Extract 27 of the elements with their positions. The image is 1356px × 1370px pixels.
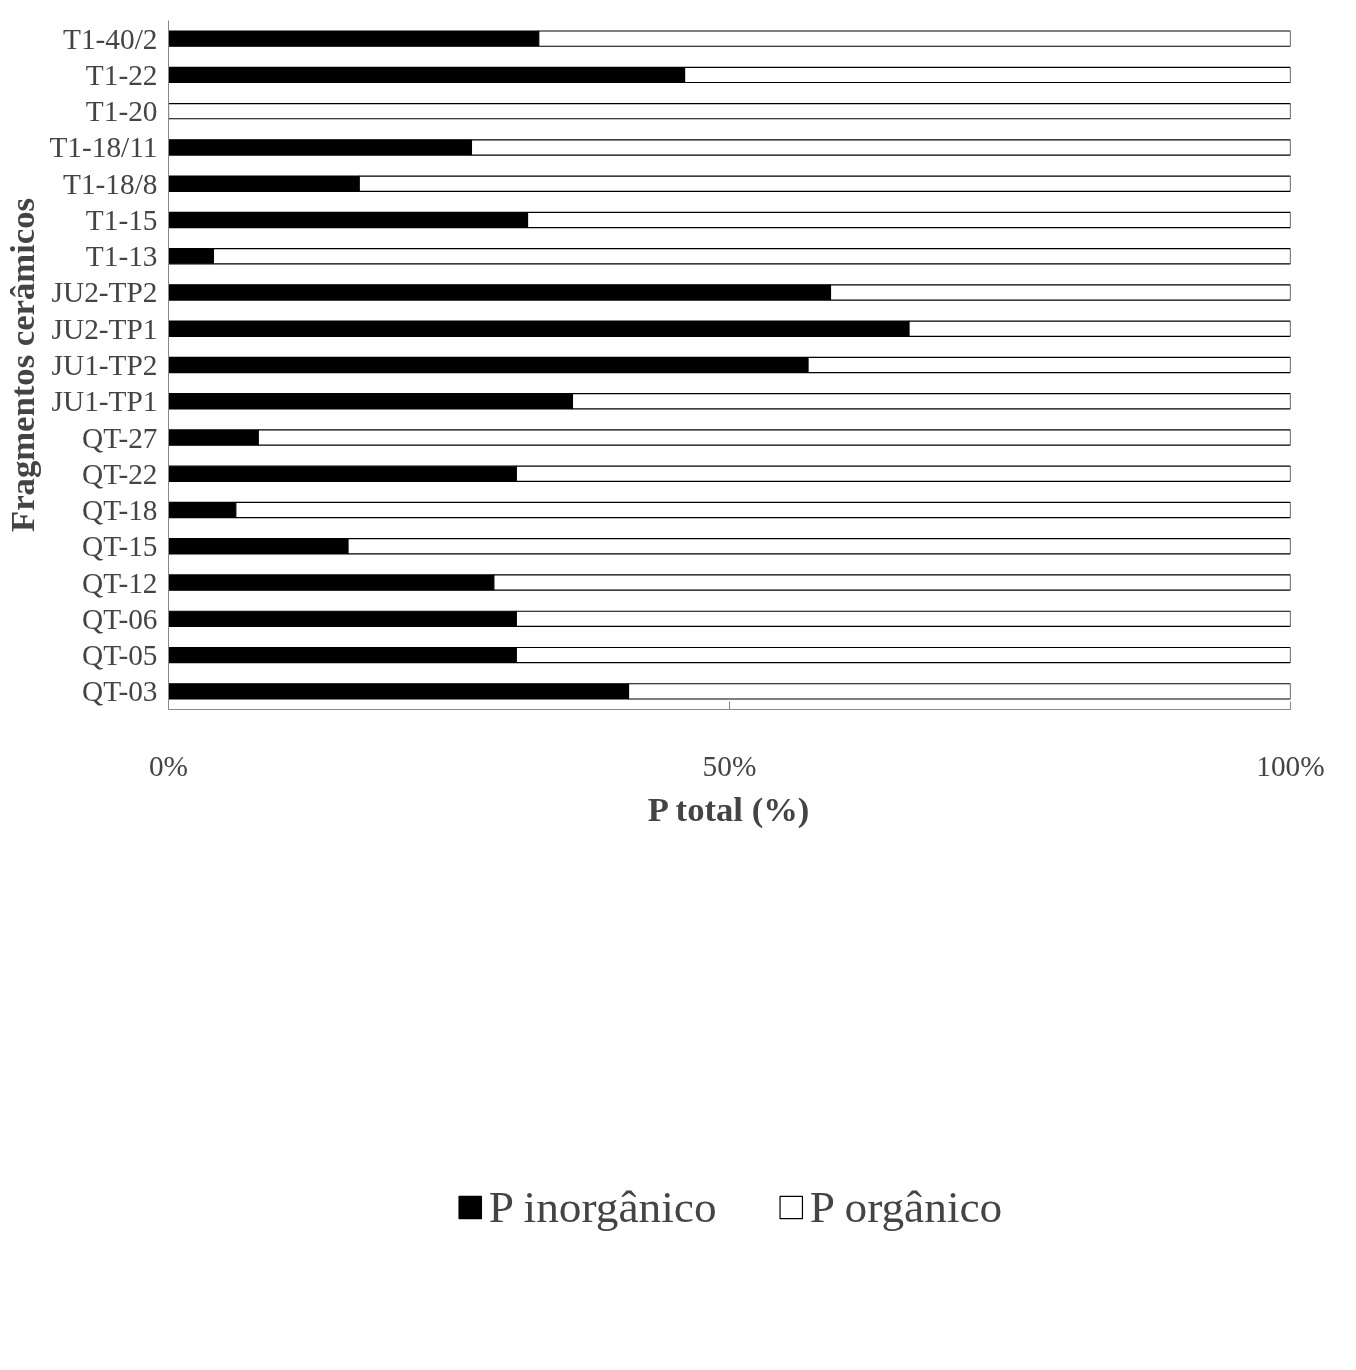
y-tick-label: JU1-TP1: [51, 385, 158, 418]
y-tick-label: T1-13: [85, 240, 158, 273]
x-tick-label: 0%: [148, 749, 189, 782]
y-tick-label: JU2-TP2: [51, 276, 158, 309]
y-tick-label: QT-27: [82, 421, 158, 454]
bar: [168, 102, 1291, 120]
y-tick-label: T1-18/11: [49, 131, 158, 164]
y-tick-label: T1-20: [85, 95, 158, 128]
y-tick-label: QT-06: [82, 602, 158, 635]
y-tick-label: QT-15: [82, 530, 158, 563]
x-tick-label: 100%: [1256, 749, 1325, 782]
y-tick-label: QT-22: [82, 457, 158, 490]
y-axis-title: Fragmentos cerâmicos: [3, 198, 42, 532]
y-tick-label: QT-18: [82, 494, 158, 527]
y-tick-label: JU2-TP1: [51, 312, 158, 345]
y-tick-label: QT-05: [82, 639, 158, 672]
y-tick-label: T1-15: [85, 203, 158, 236]
x-axis-title: P total (%): [647, 789, 810, 829]
y-tick-label: QT-03: [82, 675, 158, 708]
y-tick-label: JU1-TP2: [51, 349, 158, 381]
y-tick-label: T1-40/2: [63, 22, 158, 55]
x-tick-label: 50%: [702, 749, 757, 782]
legend-label: P inorgânico: [488, 1181, 717, 1233]
y-tick-label: T1-22: [85, 58, 158, 91]
legend-label: P orgânico: [809, 1181, 1003, 1233]
y-tick-label: QT-12: [82, 566, 158, 599]
y-tick-label: T1-18/8: [63, 167, 158, 200]
